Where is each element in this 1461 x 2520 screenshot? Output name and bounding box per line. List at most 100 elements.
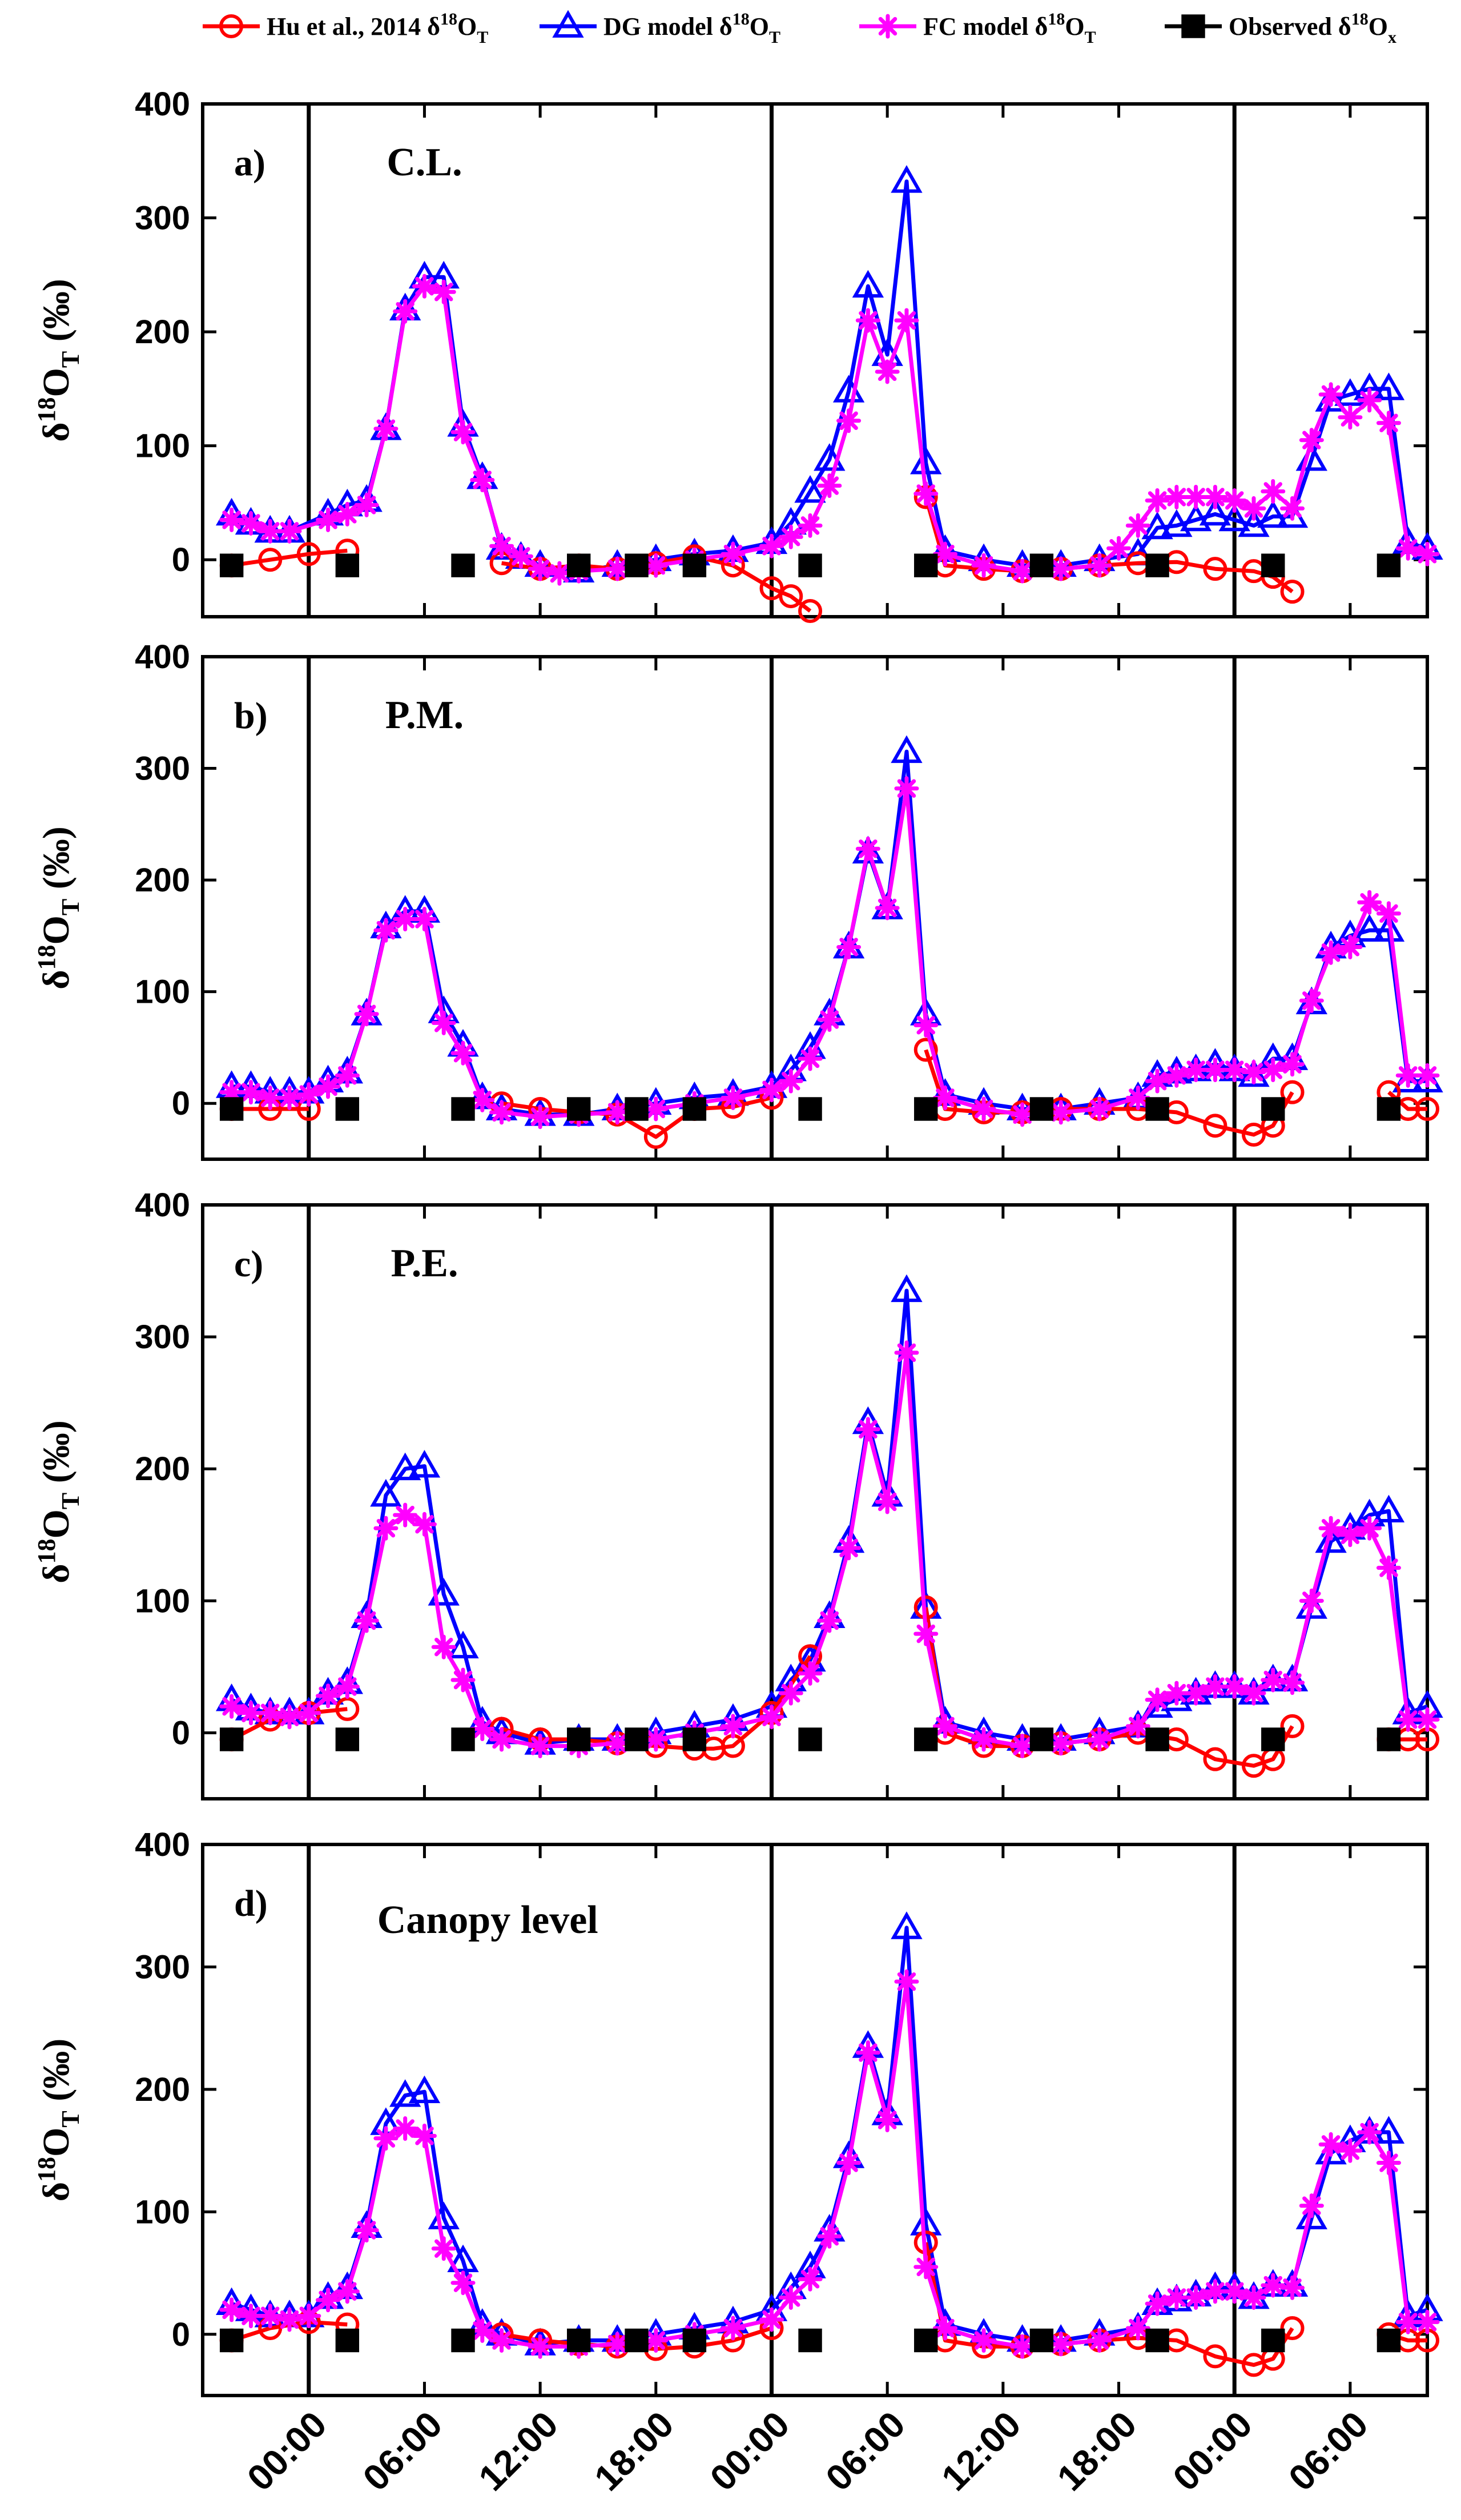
data-point	[817, 1608, 842, 1633]
data-point	[373, 918, 399, 943]
data-point	[335, 1727, 360, 1751]
data-point	[817, 2224, 842, 2249]
data-point	[219, 553, 244, 577]
panel-title: Canopy level	[377, 1898, 598, 1942]
data-point	[855, 1417, 880, 1442]
data-point	[389, 1452, 421, 1481]
data-point	[450, 420, 476, 445]
data-point	[219, 507, 244, 532]
plot-frame	[201, 102, 1429, 618]
data-point	[335, 1063, 360, 1088]
data-point	[971, 1727, 996, 1752]
data-point	[1184, 1058, 1209, 1083]
data-point	[412, 2123, 437, 2148]
data-point	[875, 1489, 900, 1514]
data-point	[798, 1727, 822, 1751]
data-point	[891, 165, 923, 193]
data-point	[1357, 2120, 1382, 2145]
data-point	[855, 836, 880, 861]
panel-letter: a)	[234, 142, 265, 184]
data-point	[393, 907, 418, 932]
data-point	[682, 2328, 707, 2353]
data-point	[447, 1630, 479, 1659]
panel-title: P.M.	[385, 693, 464, 737]
data-point	[335, 553, 360, 577]
series-line	[924, 1049, 1294, 1137]
data-point	[567, 553, 591, 577]
y-tick-label: 0	[172, 1085, 190, 1122]
data-point	[431, 279, 456, 304]
legend-item-1: Hu et al., 2014 δ18OT	[203, 10, 488, 47]
y-axis-label: δ18OT (‰)	[33, 279, 84, 441]
data-point	[316, 1074, 341, 1099]
data-point	[1357, 890, 1382, 915]
data-point	[894, 308, 919, 333]
data-point	[798, 513, 823, 538]
data-point	[1145, 1687, 1170, 1713]
data-point	[1048, 1100, 1073, 1125]
x-tick-label: 12:00	[933, 2404, 1029, 2499]
data-point	[1180, 503, 1212, 532]
data-point	[451, 1097, 475, 1121]
data-point	[1141, 511, 1173, 540]
data-point	[625, 1097, 649, 1121]
data-point	[1357, 388, 1382, 413]
data-point	[1222, 1674, 1247, 1699]
data-point	[1202, 1058, 1227, 1083]
data-point	[1315, 1525, 1347, 1553]
data-point	[296, 1082, 321, 1107]
data-point	[910, 447, 942, 475]
data-point	[296, 2304, 321, 2329]
data-point	[798, 553, 822, 577]
data-point	[914, 553, 938, 577]
data-point	[489, 533, 514, 558]
data-point	[682, 553, 707, 577]
data-point	[794, 475, 826, 503]
data-point	[470, 468, 495, 493]
data-point	[1222, 488, 1247, 513]
data-point	[643, 1727, 669, 1752]
data-point	[1145, 2328, 1169, 2353]
data-point	[219, 1694, 244, 1719]
data-point	[1202, 2279, 1227, 2304]
data-point	[1280, 1670, 1305, 1695]
data-point	[1261, 2273, 1286, 2298]
data-point	[335, 2279, 360, 2304]
data-point	[891, 1274, 923, 1303]
data-point	[450, 1040, 476, 1066]
x-tick-label: 00:00	[239, 2404, 335, 2499]
data-point	[296, 1701, 321, 1726]
y-tick-label: 100	[135, 2193, 190, 2230]
data-point	[721, 1085, 746, 1110]
panel-title: C.L.	[387, 140, 462, 184]
y-tick-label: 100	[135, 974, 190, 1011]
panel-c: 0 100 200 300 400 δ18OT (‰) c) P.E.	[33, 1187, 1443, 1800]
data-point	[1415, 1097, 1439, 1121]
y-tick-label: 100	[135, 1582, 190, 1619]
data-point	[875, 2108, 900, 2132]
data-point	[1338, 405, 1363, 430]
data-point	[219, 1097, 244, 1121]
data-point	[1125, 1714, 1150, 1739]
x-tick-label: 06:00	[1281, 2404, 1376, 2499]
data-point	[335, 1674, 360, 1699]
y-tick-label: 0	[172, 1714, 190, 1751]
data-point	[759, 1705, 784, 1730]
data-point	[643, 1096, 669, 1122]
data-point	[1299, 2193, 1324, 2218]
panel-title: P.E.	[391, 1241, 458, 1285]
data-point	[1338, 934, 1363, 959]
data-point	[451, 1727, 475, 1751]
data-point	[1353, 914, 1386, 942]
data-point	[470, 1717, 495, 1742]
data-point	[1222, 2279, 1247, 2304]
data-point	[798, 1097, 822, 1121]
data-point	[1145, 1068, 1170, 1094]
data-point	[277, 2307, 302, 2332]
data-point	[605, 556, 630, 581]
series-square	[219, 553, 1401, 577]
data-point	[428, 1578, 460, 1606]
data-point	[643, 1124, 668, 1149]
data-point	[1087, 1096, 1112, 1122]
